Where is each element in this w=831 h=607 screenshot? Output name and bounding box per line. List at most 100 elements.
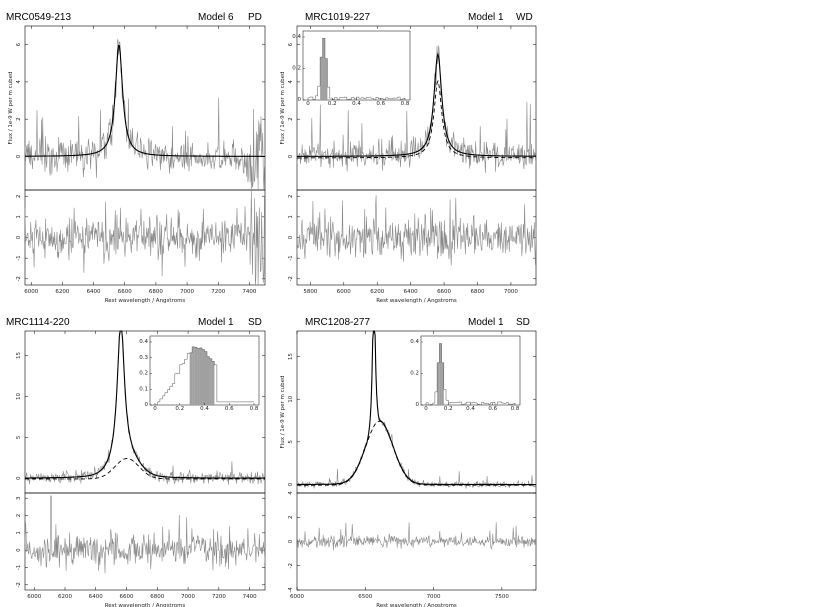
y-tick-label: 2 bbox=[288, 516, 294, 520]
histogram-bar bbox=[206, 356, 210, 405]
model-fit-line bbox=[25, 44, 265, 157]
x-axis-label: Rest wavelength / Angstroms bbox=[376, 603, 457, 607]
x-tick-label: 6800 bbox=[149, 289, 163, 295]
panel4-object-label: MRC1208-277 bbox=[305, 317, 371, 328]
x-axis-label: Rest wavelength / Angstroms bbox=[105, 603, 186, 607]
residual-axes-frame bbox=[24, 189, 266, 286]
x-tick-label: 7000 bbox=[181, 594, 195, 600]
y-tick-label: -4 bbox=[288, 587, 294, 593]
histogram-bar bbox=[204, 351, 207, 405]
inset-x-tick-label: 0.8 bbox=[250, 406, 259, 412]
y-tick-label: 0 bbox=[16, 154, 22, 158]
residual-data-line bbox=[24, 189, 266, 286]
inset-x-tick-label: 0.4 bbox=[200, 406, 209, 412]
y-tick-label: 0 bbox=[16, 476, 22, 480]
y-tick-label: 15 bbox=[288, 353, 294, 360]
residual-data-line bbox=[296, 522, 537, 551]
x-tick-label: 7000 bbox=[180, 289, 194, 295]
x-tick-label: 6800 bbox=[150, 594, 164, 600]
x-tick-label: 6800 bbox=[471, 289, 485, 295]
inset-y-tick-label: 0.1 bbox=[139, 386, 148, 392]
y-axis-label: Flux / 1e-9 W per m cubed bbox=[8, 72, 14, 145]
inset-y-tick-label: 0 bbox=[298, 97, 302, 103]
histogram-bar bbox=[199, 347, 203, 405]
residual-data-line bbox=[296, 195, 537, 266]
panel-3: 6000 6200 6400 6600 6800 7000 7200 7400 Rest wav… bbox=[16, 330, 266, 607]
spectrum-data-line bbox=[24, 39, 266, 191]
y-tick-label: 4 bbox=[288, 491, 294, 495]
x-tick-label: 6400 bbox=[87, 289, 101, 295]
inset-x-tick-label: 0.4 bbox=[352, 101, 361, 107]
spectrum-data-line bbox=[296, 45, 537, 173]
inset-x-tick-label: 0.2 bbox=[328, 101, 337, 107]
inset-y-tick-label: 0.4 bbox=[410, 339, 419, 345]
y-tick-label: 1 bbox=[16, 215, 22, 219]
y-axis-label: Flux / 1e-9 W per m cubed bbox=[280, 72, 286, 145]
broad-component-dashed-line bbox=[25, 458, 265, 480]
histogram-bar bbox=[320, 57, 323, 100]
inset-x-tick-label: 0.8 bbox=[511, 406, 520, 412]
x-tick-label: 6400 bbox=[404, 289, 418, 295]
x-tick-label: 5800 bbox=[303, 289, 317, 295]
y-tick-label: 2 bbox=[16, 117, 22, 121]
panel-4: 6000 6500 7000 7500 Rest wavelength / Angstr… bbox=[280, 330, 537, 607]
panel1-object-label: MRC0549-213 bbox=[6, 12, 72, 23]
histogram-bar bbox=[209, 358, 212, 405]
inset-y-tick-label: 0.2 bbox=[139, 371, 148, 377]
y-tick-label: 2 bbox=[16, 514, 22, 518]
inset-x-tick-label: 0 bbox=[153, 406, 157, 412]
panel2-object-label: MRC1019-227 bbox=[305, 12, 371, 23]
inset-x-tick-label: 0.8 bbox=[401, 101, 410, 107]
y-tick-label: 0 bbox=[288, 154, 294, 158]
y-tick-label: -2 bbox=[288, 563, 294, 568]
y-tick-label: 0 bbox=[288, 235, 294, 239]
x-tick-label: 6600 bbox=[437, 289, 451, 295]
y-tick-label: 6 bbox=[288, 42, 294, 46]
inset-x-tick-label: 0 bbox=[424, 406, 428, 412]
histogram-bar bbox=[197, 348, 200, 405]
histogram-bar bbox=[211, 361, 215, 405]
y-tick-label: 15 bbox=[16, 352, 22, 359]
y-tick-label: -1 bbox=[288, 255, 294, 260]
x-tick-label: 7000 bbox=[504, 289, 518, 295]
y-tick-label: -1 bbox=[16, 565, 22, 570]
y-tick-label: 0 bbox=[288, 539, 294, 543]
histogram-bar bbox=[437, 362, 440, 405]
model-fit-line bbox=[297, 52, 536, 157]
y-tick-label: 1 bbox=[16, 531, 22, 535]
histogram-outline bbox=[155, 346, 254, 406]
x-axis-label: Rest wavelength / Angstroms bbox=[105, 298, 186, 304]
inset-x-tick-label: 0.4 bbox=[466, 406, 475, 412]
inset-x-tick-label: 0.2 bbox=[175, 406, 184, 412]
y-tick-label: -2 bbox=[288, 276, 294, 281]
inset-x-tick-label: 0.6 bbox=[376, 101, 385, 107]
y-tick-label: -2 bbox=[16, 582, 22, 587]
y-tick-label: 0 bbox=[288, 482, 294, 486]
panel1-model-label: Model 6 bbox=[198, 12, 234, 23]
inset-y-tick-label: 0.4 bbox=[292, 34, 301, 40]
x-tick-label: 6000 bbox=[27, 594, 41, 600]
y-tick-label: 0 bbox=[16, 235, 22, 239]
inset-y-tick-label: 0 bbox=[145, 402, 149, 408]
panel3-object-label: MRC1114-220 bbox=[6, 317, 70, 328]
panel3-model-label: Model 1 bbox=[198, 317, 234, 328]
x-tick-label: 7200 bbox=[212, 594, 226, 600]
inset-histogram: 0 0.2 0.4 0.6 0.8 0 0.1 0.2 0.3 0.4 bbox=[139, 335, 260, 412]
inset-y-tick-label: 0.2 bbox=[292, 66, 301, 72]
y-tick-label: 5 bbox=[16, 435, 22, 439]
inset-x-tick-label: 0 bbox=[306, 101, 310, 107]
x-tick-label: 7200 bbox=[211, 289, 225, 295]
inset-y-tick-label: 0.4 bbox=[139, 339, 148, 345]
y-axis-label: Flux / 1e-9 W per m cubed bbox=[280, 376, 286, 449]
y-tick-label: 10 bbox=[16, 392, 22, 399]
inset-frame bbox=[302, 30, 411, 101]
inset-histogram: 0 0.2 0.4 0.6 0.8 0 0.2 0.4 bbox=[410, 335, 521, 412]
panel2-class-label: WD bbox=[516, 12, 533, 23]
y-tick-label: -1 bbox=[16, 255, 22, 260]
x-tick-label: 6600 bbox=[118, 289, 132, 295]
y-tick-label: 3 bbox=[16, 496, 22, 500]
x-tick-label: 7400 bbox=[242, 289, 256, 295]
